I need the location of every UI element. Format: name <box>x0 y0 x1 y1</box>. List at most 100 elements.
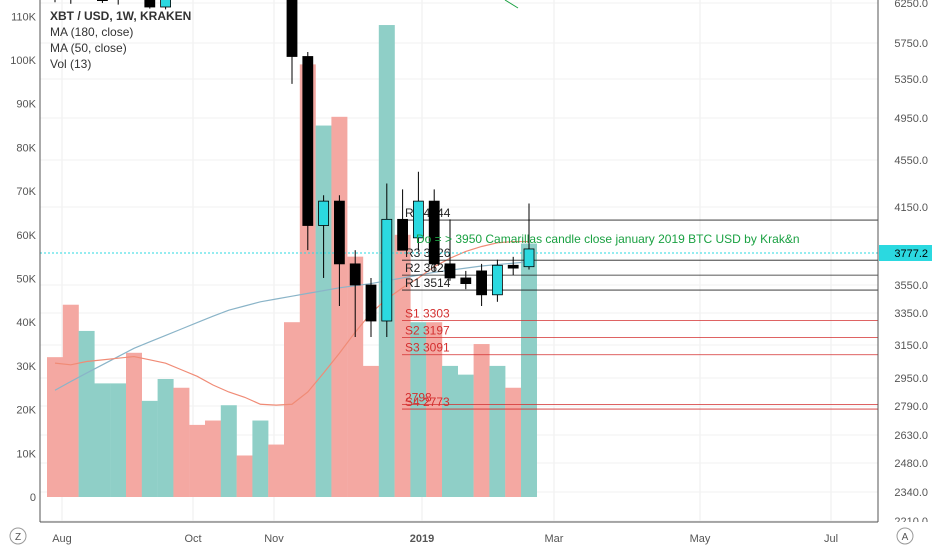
candle-body <box>412 200 424 239</box>
volume-bar <box>410 322 427 497</box>
level-label-R2: R2 3620 <box>405 261 451 275</box>
candle-body <box>460 277 472 284</box>
candle-body <box>302 56 314 226</box>
volume-tick-label: 90K <box>16 99 36 111</box>
price-tick-label: 4950.0 <box>894 113 928 125</box>
price-tick-label: 2790.0 <box>894 401 928 413</box>
candle-body <box>333 200 345 265</box>
volume-tick-label: 20K <box>16 405 36 417</box>
volume-tick-label: 60K <box>16 230 36 242</box>
price-tick-label: 3350.0 <box>894 308 928 320</box>
candles <box>54 0 535 337</box>
time-tick-label: 2019 <box>410 533 434 545</box>
price-tick-label: 4150.0 <box>894 202 928 214</box>
candle-body <box>381 218 393 322</box>
timezone-icon <box>9 527 27 545</box>
volume-bar <box>331 116 348 497</box>
price-tick-label: 2340.0 <box>894 487 928 499</box>
time-tick-label: Nov <box>264 533 284 545</box>
level-label-R3: R3 3726 <box>405 246 451 260</box>
volume-bar <box>268 444 285 497</box>
volume-bar <box>157 379 174 497</box>
volume-bar <box>426 322 443 497</box>
level-label-2798: 2798 <box>405 391 432 405</box>
level-label-S3: S3 3091 <box>405 341 450 355</box>
symbol-title[interactable]: XBT / USD, 1W, KRAKEN <box>50 9 192 23</box>
price-tick-label: 2950.0 <box>894 373 928 385</box>
volume-bar <box>110 383 127 497</box>
candle-body <box>507 264 519 269</box>
level-label-S1: S1 3303 <box>405 307 450 321</box>
volume-bar <box>236 455 253 497</box>
volume-bar <box>442 365 458 497</box>
volume-bar <box>347 256 364 497</box>
price-axis-bg <box>878 0 932 550</box>
candle-body <box>144 0 156 8</box>
volume-axis-bg <box>0 0 40 550</box>
trend-line <box>504 0 519 9</box>
volume-bar <box>78 330 95 497</box>
last-price-label: 3777.2 <box>894 248 928 260</box>
candle-body <box>160 0 172 8</box>
candle-body <box>286 0 298 57</box>
volume-bar <box>141 400 158 497</box>
volume-tick-label: 110K <box>11 11 37 23</box>
volume-legend[interactable]: Vol (13) <box>50 57 92 71</box>
auto-scale-label: A <box>902 532 909 543</box>
volume-bar <box>505 387 522 497</box>
price-tick-label: 3550.0 <box>894 280 928 292</box>
volume-bar <box>489 365 506 497</box>
time-tick-label: May <box>690 533 711 545</box>
volume-tick-label: 10K <box>16 448 36 460</box>
volume-bar <box>220 405 237 497</box>
volume-bar <box>284 322 300 497</box>
candle-body <box>349 263 361 286</box>
candle-body <box>428 200 440 265</box>
price-tick-label: 5350.0 <box>894 74 928 86</box>
volume-bar <box>205 420 221 497</box>
timezone-label: Z <box>15 532 21 543</box>
volume-bar <box>126 352 142 497</box>
volume-bar <box>62 304 79 497</box>
candle-body <box>318 200 330 226</box>
chart-legend: XBT / USD, 1W, KRAKEN MA (180, close) MA… <box>50 8 191 72</box>
price-tick-label: 4550.0 <box>894 155 928 167</box>
ma180-legend[interactable]: MA (180, close) <box>50 25 134 39</box>
price-tick-label: 2480.0 <box>894 458 928 470</box>
candle-body <box>397 218 409 251</box>
time-tick-label: Aug <box>52 533 72 545</box>
volume-bar <box>473 344 490 497</box>
volume-bar <box>457 374 474 497</box>
time-tick-label: Oct <box>184 533 201 545</box>
volume-tick-label: 50K <box>16 274 36 286</box>
volume-bar <box>47 357 63 497</box>
volume-bar <box>521 243 537 497</box>
volume-bar <box>173 387 190 497</box>
candle-body <box>365 284 377 322</box>
price-tick-label: 5750.0 <box>894 38 928 50</box>
volume-bar <box>94 383 111 497</box>
annotation-text: Do = > 3950 Camarillas candle close janu… <box>416 232 800 246</box>
volume-tick-label: 0 <box>30 492 36 504</box>
auto-scale-icon <box>896 527 914 545</box>
volume-bar <box>363 365 379 497</box>
volume-tick-label: 30K <box>16 361 36 373</box>
last-price-tag <box>879 245 932 261</box>
level-label-R1: R1 3514 <box>405 276 451 290</box>
price-tick-label: 2630.0 <box>894 430 928 442</box>
candle-body <box>476 270 488 296</box>
level-label-R4: R4 4044 <box>405 206 451 220</box>
level-label-S4: S4 2773 <box>405 395 450 409</box>
candle-body <box>491 264 503 296</box>
volume-bar <box>252 420 269 497</box>
volume-tick-label: 40K <box>16 317 36 329</box>
time-axis-bg <box>0 522 932 550</box>
volume-bar <box>394 234 411 498</box>
level-label-S2: S2 3197 <box>405 323 450 337</box>
ma50-legend[interactable]: MA (50, close) <box>50 41 127 55</box>
labels: Do = > 3950 Camarillas candle close janu… <box>416 0 800 246</box>
